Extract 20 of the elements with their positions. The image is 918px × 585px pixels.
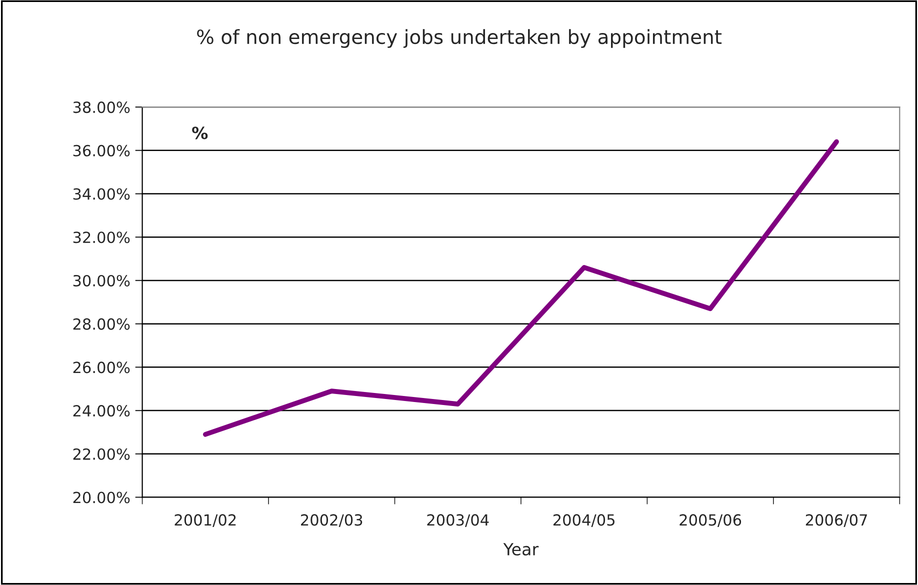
y-tick-label: 38.00% [73, 102, 130, 114]
x-tick-label: 2005/06 [680, 514, 742, 527]
y-tick-label: 20.00% [73, 492, 130, 504]
line-series [202, 139, 839, 437]
chart-title: % of non emergency jobs undertaken by appointment [197, 29, 722, 48]
y-tick-label: 30.00% [73, 274, 130, 286]
y-tick-label: 36.00% [73, 144, 130, 156]
y-tick-label: 24.00% [73, 405, 130, 417]
y-tick-label: 22.00% [73, 448, 130, 460]
x-tick-label: 2001/02 [174, 514, 236, 527]
y-tick-label: 32.00% [73, 232, 130, 244]
y-tick-label: 26.00% [73, 362, 130, 374]
x-tick-label: 2006/07 [806, 514, 867, 527]
y-tick-label: 34.00% [73, 188, 130, 200]
x-tick-label: 2004/05 [553, 514, 614, 527]
x-tick-label: 2002/03 [301, 514, 362, 527]
y-tick-label: 28.00% [73, 318, 130, 330]
annotation: % [192, 126, 208, 140]
x-axis-title: Year [503, 543, 539, 556]
x-tick-label: 2003/04 [427, 514, 489, 527]
